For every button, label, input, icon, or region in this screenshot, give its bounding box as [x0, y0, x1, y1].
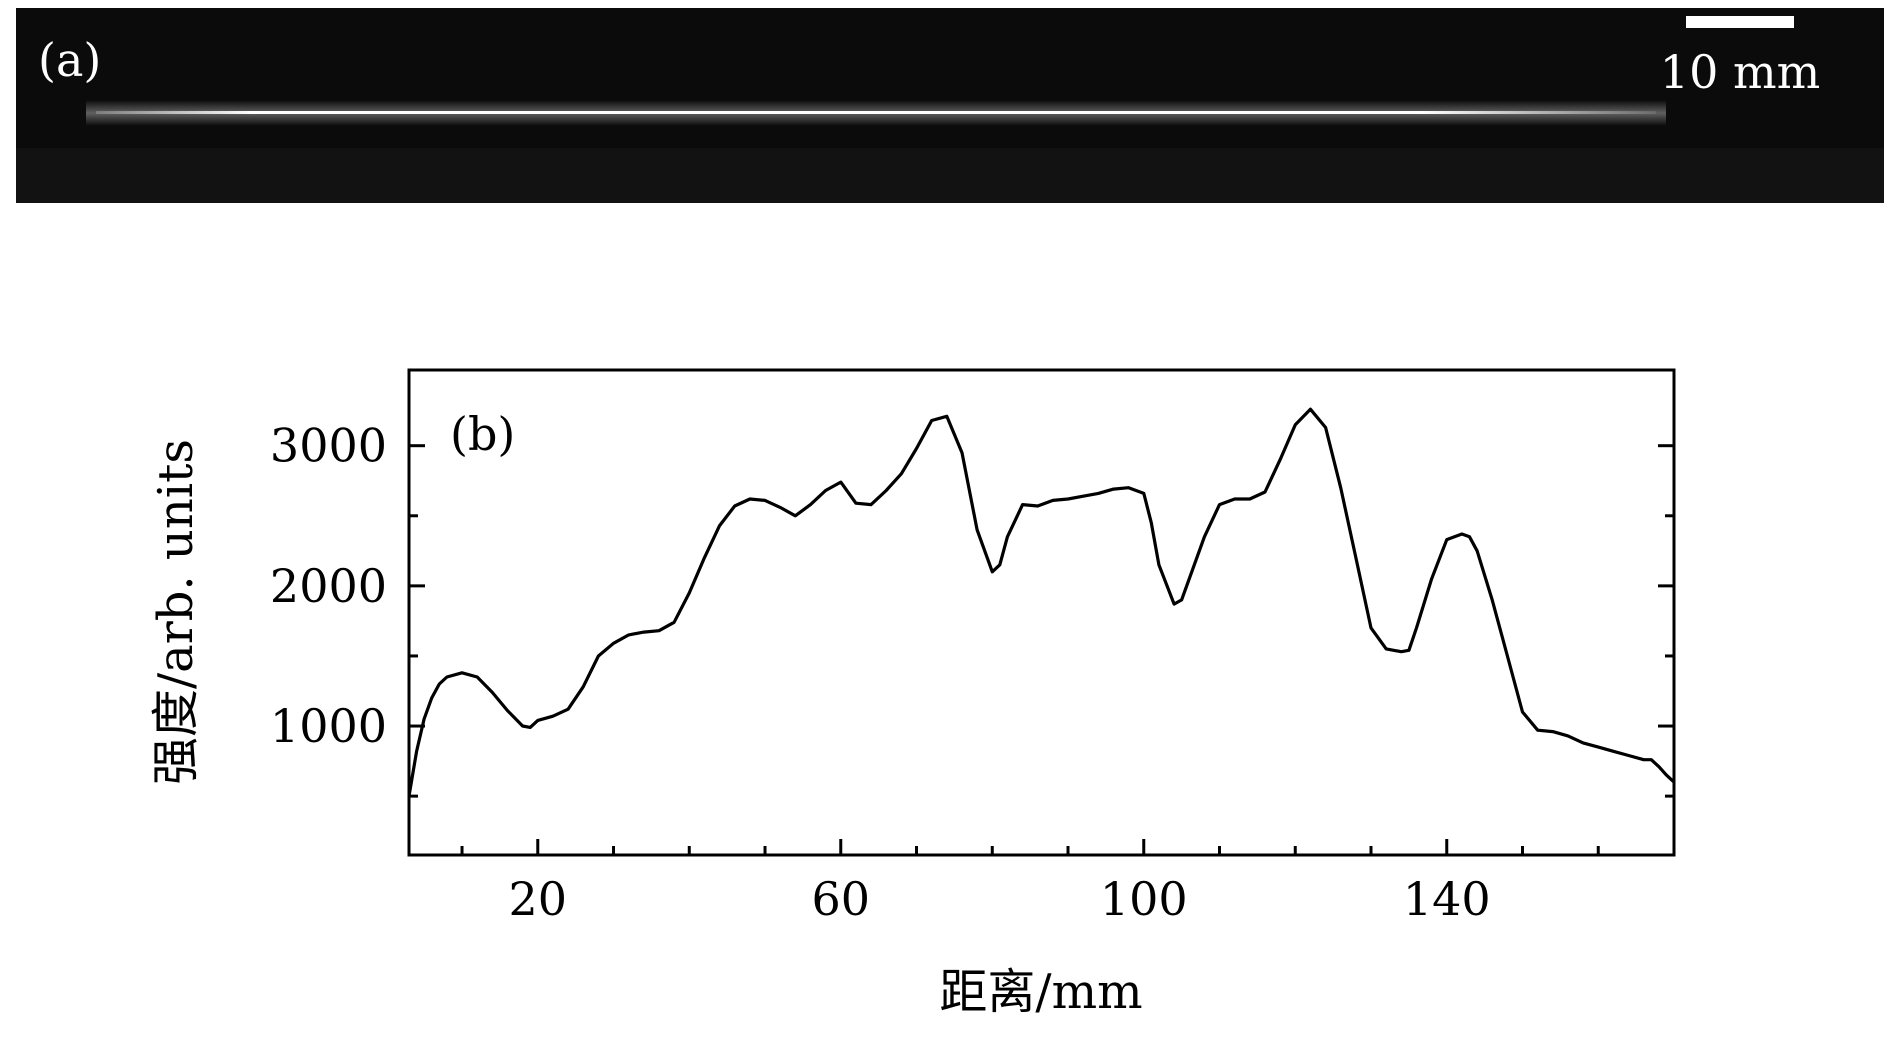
x-tick-label: 20 [508, 872, 567, 926]
x-tick-label: 100 [1100, 872, 1188, 926]
scale-bar-label: 10 mm [1660, 45, 1820, 99]
panel-b-label: (b) [450, 407, 515, 461]
plot-frame [407, 368, 1676, 857]
filament-photo-panel: (a) 10 mm [16, 8, 1884, 203]
plot-area: 20 60 100 140 1000 2000 3000 [270, 368, 1676, 926]
y-axis-label: 强度/arb. units [148, 439, 204, 785]
y-tick-label: 3000 [270, 419, 387, 473]
x-axis-label: 距离/mm [939, 964, 1142, 1020]
filament-line [96, 111, 1656, 114]
panel-a-label: (a) [38, 33, 101, 87]
axis-ticks: 20 60 100 140 1000 2000 3000 [270, 419, 1674, 926]
photo-noise-band [16, 148, 1884, 203]
x-tick-label: 140 [1403, 872, 1491, 926]
intensity-series-line [407, 407, 1676, 797]
x-tick-label: 60 [811, 872, 870, 926]
scale-bar [1686, 16, 1794, 28]
intensity-chart: 20 60 100 140 1000 2000 3000 (b) 距离/mm 强度/arb.… [148, 368, 1676, 1020]
y-tick-label: 2000 [270, 559, 387, 613]
y-tick-label: 1000 [270, 699, 387, 753]
